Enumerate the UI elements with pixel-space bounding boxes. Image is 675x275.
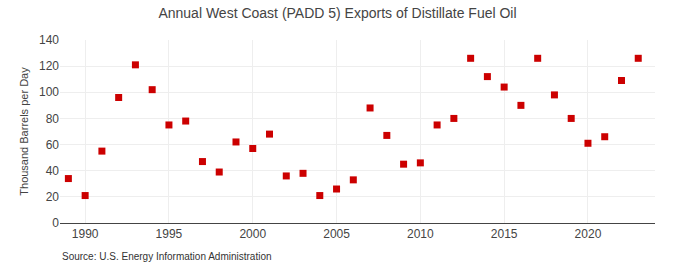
svg-text:120: 120 <box>39 59 59 73</box>
svg-text:2000: 2000 <box>239 227 266 241</box>
svg-text:2020: 2020 <box>575 227 602 241</box>
svg-text:1995: 1995 <box>156 227 183 241</box>
svg-text:Thousand Barrels per Day: Thousand Barrels per Day <box>18 67 30 196</box>
svg-text:Annual West Coast (PADD 5) Exp: Annual West Coast (PADD 5) Exports of Di… <box>158 5 516 21</box>
svg-text:20: 20 <box>46 190 60 204</box>
svg-text:140: 140 <box>39 33 59 47</box>
svg-text:40: 40 <box>46 164 60 178</box>
svg-text:2015: 2015 <box>491 227 518 241</box>
svg-text:60: 60 <box>46 138 60 152</box>
svg-text:100: 100 <box>39 85 59 99</box>
svg-text:Source: U.S. Energy Informatio: Source: U.S. Energy Information Administ… <box>62 251 272 262</box>
svg-text:2010: 2010 <box>407 227 434 241</box>
svg-text:0: 0 <box>52 216 59 230</box>
svg-text:2005: 2005 <box>323 227 350 241</box>
svg-text:1990: 1990 <box>72 227 99 241</box>
svg-text:80: 80 <box>46 112 60 126</box>
